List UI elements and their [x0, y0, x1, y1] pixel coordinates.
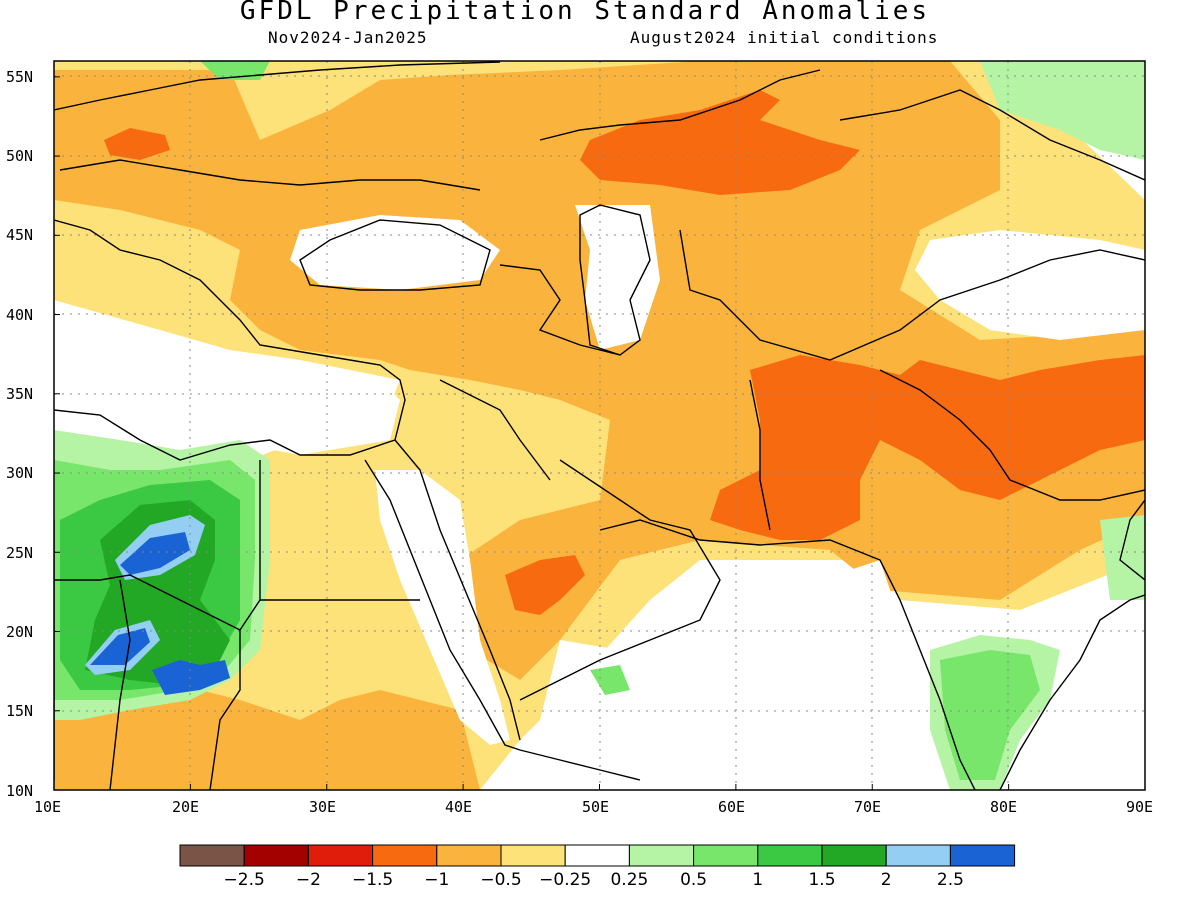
- lat-label: 45N: [6, 226, 33, 244]
- colorbar-swatch: [885, 844, 951, 867]
- anomaly-extreme-region: [90, 628, 150, 665]
- anomaly-near-normal-region: [520, 560, 930, 790]
- anomaly-near-normal-region: [915, 230, 1145, 340]
- axis-ticks: [53, 76, 1146, 791]
- colorbar-label: −1.5: [352, 870, 393, 890]
- anomaly-strong-dry-region: [710, 355, 1145, 540]
- forecast-period: Nov2024-Jan2025: [268, 28, 428, 47]
- colorbar-label: −2: [296, 870, 321, 890]
- lon-label: 50E: [582, 798, 609, 816]
- anomaly-moderate-wet-region: [940, 650, 1040, 780]
- lon-label: 30E: [309, 798, 336, 816]
- anomaly-strong-dry-region: [505, 555, 585, 615]
- colorbar-swatch: [500, 844, 566, 867]
- lon-label: 90E: [1126, 798, 1153, 816]
- anomaly-moderate-dry-region: [54, 690, 480, 790]
- colorbar-label: −2.5: [224, 870, 265, 890]
- colorbar-swatch: [307, 844, 374, 867]
- anomaly-strong-dry-region: [104, 128, 170, 160]
- longitude-labels: 10E 20E 30E 40E 50E 60E 70E 80E 90E: [34, 798, 1153, 816]
- anomaly-moderate-wet-region: [590, 665, 630, 695]
- colorbar-swatch: [179, 844, 245, 867]
- coastlines-and-borders: [54, 61, 1145, 790]
- colorbar: −2.5 −2 −1.5 −1 −0.5 −0.25 0.25 0.5 1 1.5 2 2.5: [179, 844, 1016, 890]
- lat-label: 15N: [6, 702, 33, 720]
- lat-label: 10N: [6, 782, 33, 800]
- anomaly-strong-dry-region: [580, 90, 860, 195]
- lon-label: 20E: [172, 798, 199, 816]
- initial-conditions: August2024 initial conditions: [630, 28, 939, 47]
- colorbar-label: 2: [881, 870, 892, 890]
- colorbar-label: −0.25: [539, 870, 591, 890]
- lon-label: 40E: [445, 798, 472, 816]
- latitude-labels: 10N 15N 20N 25N 30N 35N 40N 45N 50N 55N: [6, 68, 33, 800]
- lat-label: 55N: [6, 68, 33, 86]
- anomaly-extreme-region: [152, 660, 230, 695]
- lon-label: 10E: [34, 798, 61, 816]
- colorbar-swatch: [436, 844, 502, 867]
- colorbar-swatch: [949, 844, 1016, 867]
- lon-label: 80E: [990, 798, 1017, 816]
- lat-label: 50N: [6, 147, 33, 165]
- colorbar-swatch: [372, 844, 438, 867]
- colorbar-swatch: [693, 844, 759, 867]
- anomaly-near-normal-region: [54, 330, 400, 455]
- colorbar-label: −0.5: [480, 870, 521, 890]
- anomaly-extreme-region: [120, 532, 190, 575]
- graticule: [54, 61, 1145, 790]
- colorbar-swatch: [243, 844, 309, 867]
- colorbar-swatch: [821, 844, 887, 867]
- colorbar-swatch: [564, 844, 630, 867]
- anomaly-field: [54, 61, 1145, 790]
- colorbar-label: 1: [752, 870, 763, 890]
- colorbar-label: 1.5: [808, 870, 835, 890]
- anomaly-near-normal-region: [375, 470, 510, 745]
- lat-label: 40N: [6, 306, 33, 324]
- colorbar-label: 2.5: [937, 870, 964, 890]
- lat-label: 30N: [6, 464, 33, 482]
- anomaly-near-normal-region: [290, 215, 500, 290]
- colorbar-label: 0.5: [680, 870, 707, 890]
- colorbar-swatch: [757, 844, 823, 867]
- lat-label: 25N: [6, 544, 33, 562]
- anomaly-light-wet-region: [980, 61, 1145, 160]
- colorbar-swatch: [628, 844, 695, 867]
- colorbar-label: −1: [424, 870, 449, 890]
- lat-label: 20N: [6, 623, 33, 641]
- lat-label: 35N: [6, 385, 33, 403]
- chart-title: GFDL Precipitation Standard Anomalies: [239, 0, 931, 26]
- anomaly-light-wet-region: [1100, 515, 1145, 600]
- lon-label: 60E: [718, 798, 745, 816]
- colorbar-label: 0.25: [610, 870, 648, 890]
- lon-label: 70E: [854, 798, 881, 816]
